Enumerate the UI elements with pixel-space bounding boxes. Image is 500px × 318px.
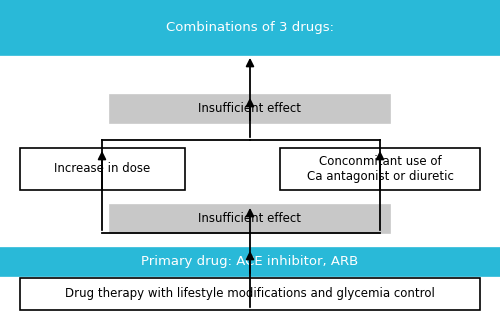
FancyBboxPatch shape [110,205,390,233]
FancyBboxPatch shape [20,148,185,190]
Text: Insufficient effect: Insufficient effect [198,102,302,115]
Text: Increase in dose: Increase in dose [54,162,150,176]
FancyBboxPatch shape [0,248,500,276]
Text: Conconmitant use of
Ca antagonist or diuretic: Conconmitant use of Ca antagonist or diu… [306,155,454,183]
Text: Insufficient effect: Insufficient effect [198,212,302,225]
FancyBboxPatch shape [20,278,480,310]
FancyBboxPatch shape [280,148,480,190]
FancyBboxPatch shape [0,0,500,55]
Text: Primary drug: ACE inhibitor, ARB: Primary drug: ACE inhibitor, ARB [142,255,358,268]
FancyBboxPatch shape [110,95,390,123]
Text: Drug therapy with lifestyle modifications and glycemia control: Drug therapy with lifestyle modification… [65,287,435,301]
Text: Combinations of 3 drugs:: Combinations of 3 drugs: [166,21,334,34]
